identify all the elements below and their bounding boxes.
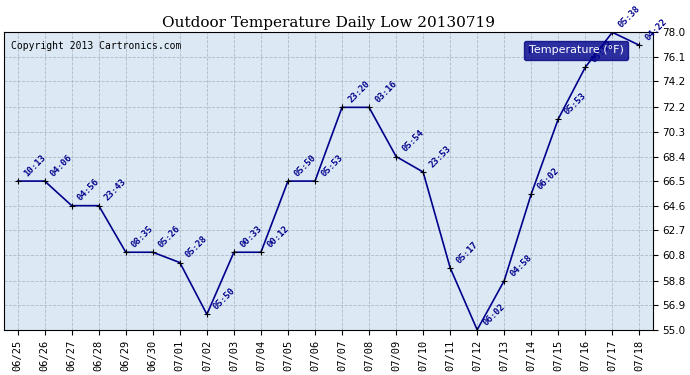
Text: 04:06: 04:06 xyxy=(49,153,75,178)
Text: 23:20: 23:20 xyxy=(346,79,371,105)
Text: 04:56: 04:56 xyxy=(76,177,101,203)
Text: 23:43: 23:43 xyxy=(103,177,128,203)
Text: 05:26: 05:26 xyxy=(157,224,182,249)
Text: 05:50: 05:50 xyxy=(292,153,317,178)
Text: 05:53: 05:53 xyxy=(319,153,344,178)
Text: 06:02: 06:02 xyxy=(482,302,506,327)
Text: 03:16: 03:16 xyxy=(373,79,399,105)
Text: 00:12: 00:12 xyxy=(265,224,290,249)
Text: 04:22: 04:22 xyxy=(644,17,669,42)
Text: 05:17: 05:17 xyxy=(454,240,480,265)
Text: 08:35: 08:35 xyxy=(130,224,155,249)
Text: 04:58: 04:58 xyxy=(509,252,534,278)
Text: 05:53: 05:53 xyxy=(589,39,615,64)
Text: 05:53: 05:53 xyxy=(562,91,588,116)
Text: 23:53: 23:53 xyxy=(427,144,453,169)
Legend: Temperature (°F): Temperature (°F) xyxy=(524,41,628,60)
Text: 05:54: 05:54 xyxy=(400,128,426,154)
Text: 05:50: 05:50 xyxy=(211,286,237,312)
Text: 06:02: 06:02 xyxy=(535,166,561,191)
Text: 05:38: 05:38 xyxy=(616,4,642,30)
Text: 10:13: 10:13 xyxy=(22,153,47,178)
Title: Outdoor Temperature Daily Low 20130719: Outdoor Temperature Daily Low 20130719 xyxy=(162,16,495,30)
Text: Copyright 2013 Cartronics.com: Copyright 2013 Cartronics.com xyxy=(10,41,181,51)
Text: 05:28: 05:28 xyxy=(184,234,209,260)
Text: 00:33: 00:33 xyxy=(238,224,264,249)
